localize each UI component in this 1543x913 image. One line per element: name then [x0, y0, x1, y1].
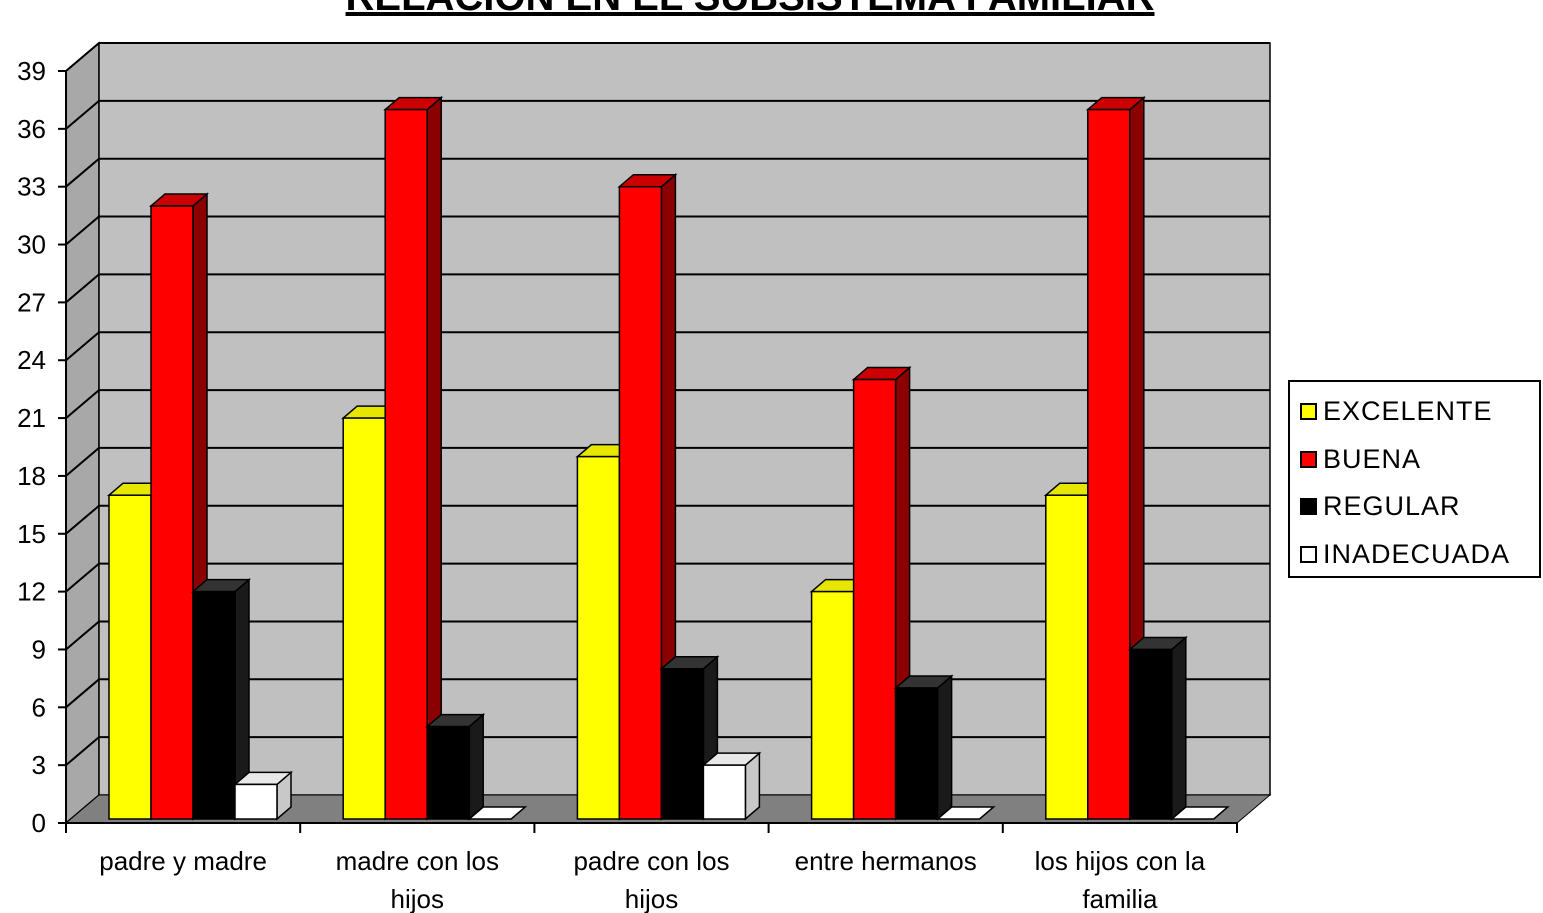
chart-title: RELACION EN EL SUBSISTEMA FAMILIAR [346, 0, 1155, 19]
y-tick-label: 39 [17, 56, 46, 86]
x-category-label: padre con los hijos [573, 846, 729, 913]
y-tick-label: 21 [17, 403, 46, 433]
bar-inadecuada-4 [1169, 806, 1230, 820]
legend-item-buena: BUENA [1300, 436, 1539, 484]
bars-group [106, 95, 1230, 821]
legend-swatch-buena [1300, 450, 1317, 468]
chart-legend: EXCELENTE BUENA REGULAR INADECUADA [1288, 380, 1541, 578]
legend-item-inadecuada: INADECUADA [1300, 531, 1539, 579]
x-category-label: madre con los hijos [336, 846, 499, 913]
y-tick-label: 18 [17, 461, 46, 491]
legend-label-inadecuada: INADECUADA [1323, 538, 1511, 569]
legend-swatch-regular [1300, 498, 1317, 516]
legend-item-regular: REGULAR [1300, 483, 1539, 531]
y-tick-label: 6 [32, 692, 46, 722]
bar-buena-4 [1085, 95, 1146, 821]
gridline [65, 273, 1270, 304]
x-category-label: entre hermanos [795, 846, 977, 876]
y-tick-label: 9 [32, 634, 46, 664]
y-tick-label: 30 [17, 230, 46, 260]
bar-inadecuada-0 [232, 770, 294, 821]
bar-regular-0 [190, 577, 252, 821]
y-tick-label: 24 [17, 345, 46, 375]
bar-buena-1 [383, 95, 444, 821]
y-tick-label: 3 [32, 750, 46, 780]
bar-inadecuada-1 [467, 806, 528, 820]
bar-inadecuada-2 [701, 751, 762, 821]
gridline [65, 331, 1270, 361]
gridline [65, 42, 1270, 72]
x-category-label: padre y madre [99, 846, 267, 876]
legend-swatch-excelente [1300, 403, 1317, 421]
bar-regular-1 [425, 712, 486, 821]
legend-label-buena: BUENA [1323, 443, 1422, 474]
y-tick-label: 36 [17, 114, 46, 144]
legend-label-regular: REGULAR [1323, 491, 1461, 522]
bar-regular-3 [893, 674, 954, 821]
y-tick-label: 27 [17, 287, 46, 317]
gridline [65, 215, 1270, 246]
legend-item-excelente: EXCELENTE [1300, 388, 1539, 436]
side-wall [65, 41, 100, 825]
x-category-label: los hijos con la familia [1035, 846, 1206, 913]
y-tick-label: 33 [17, 172, 46, 202]
gridline [65, 157, 1270, 188]
legend-swatch-inadecuada [1300, 545, 1317, 563]
y-tick-label: 15 [17, 519, 46, 549]
y-tick-label: 0 [32, 808, 46, 838]
bar-buena-2 [617, 173, 678, 821]
y-tick-label: 12 [17, 577, 46, 607]
legend-label-excelente: EXCELENTE [1323, 396, 1493, 427]
bar-regular-4 [1127, 635, 1188, 821]
bar-inadecuada-3 [935, 806, 996, 820]
gridline [65, 99, 1270, 130]
